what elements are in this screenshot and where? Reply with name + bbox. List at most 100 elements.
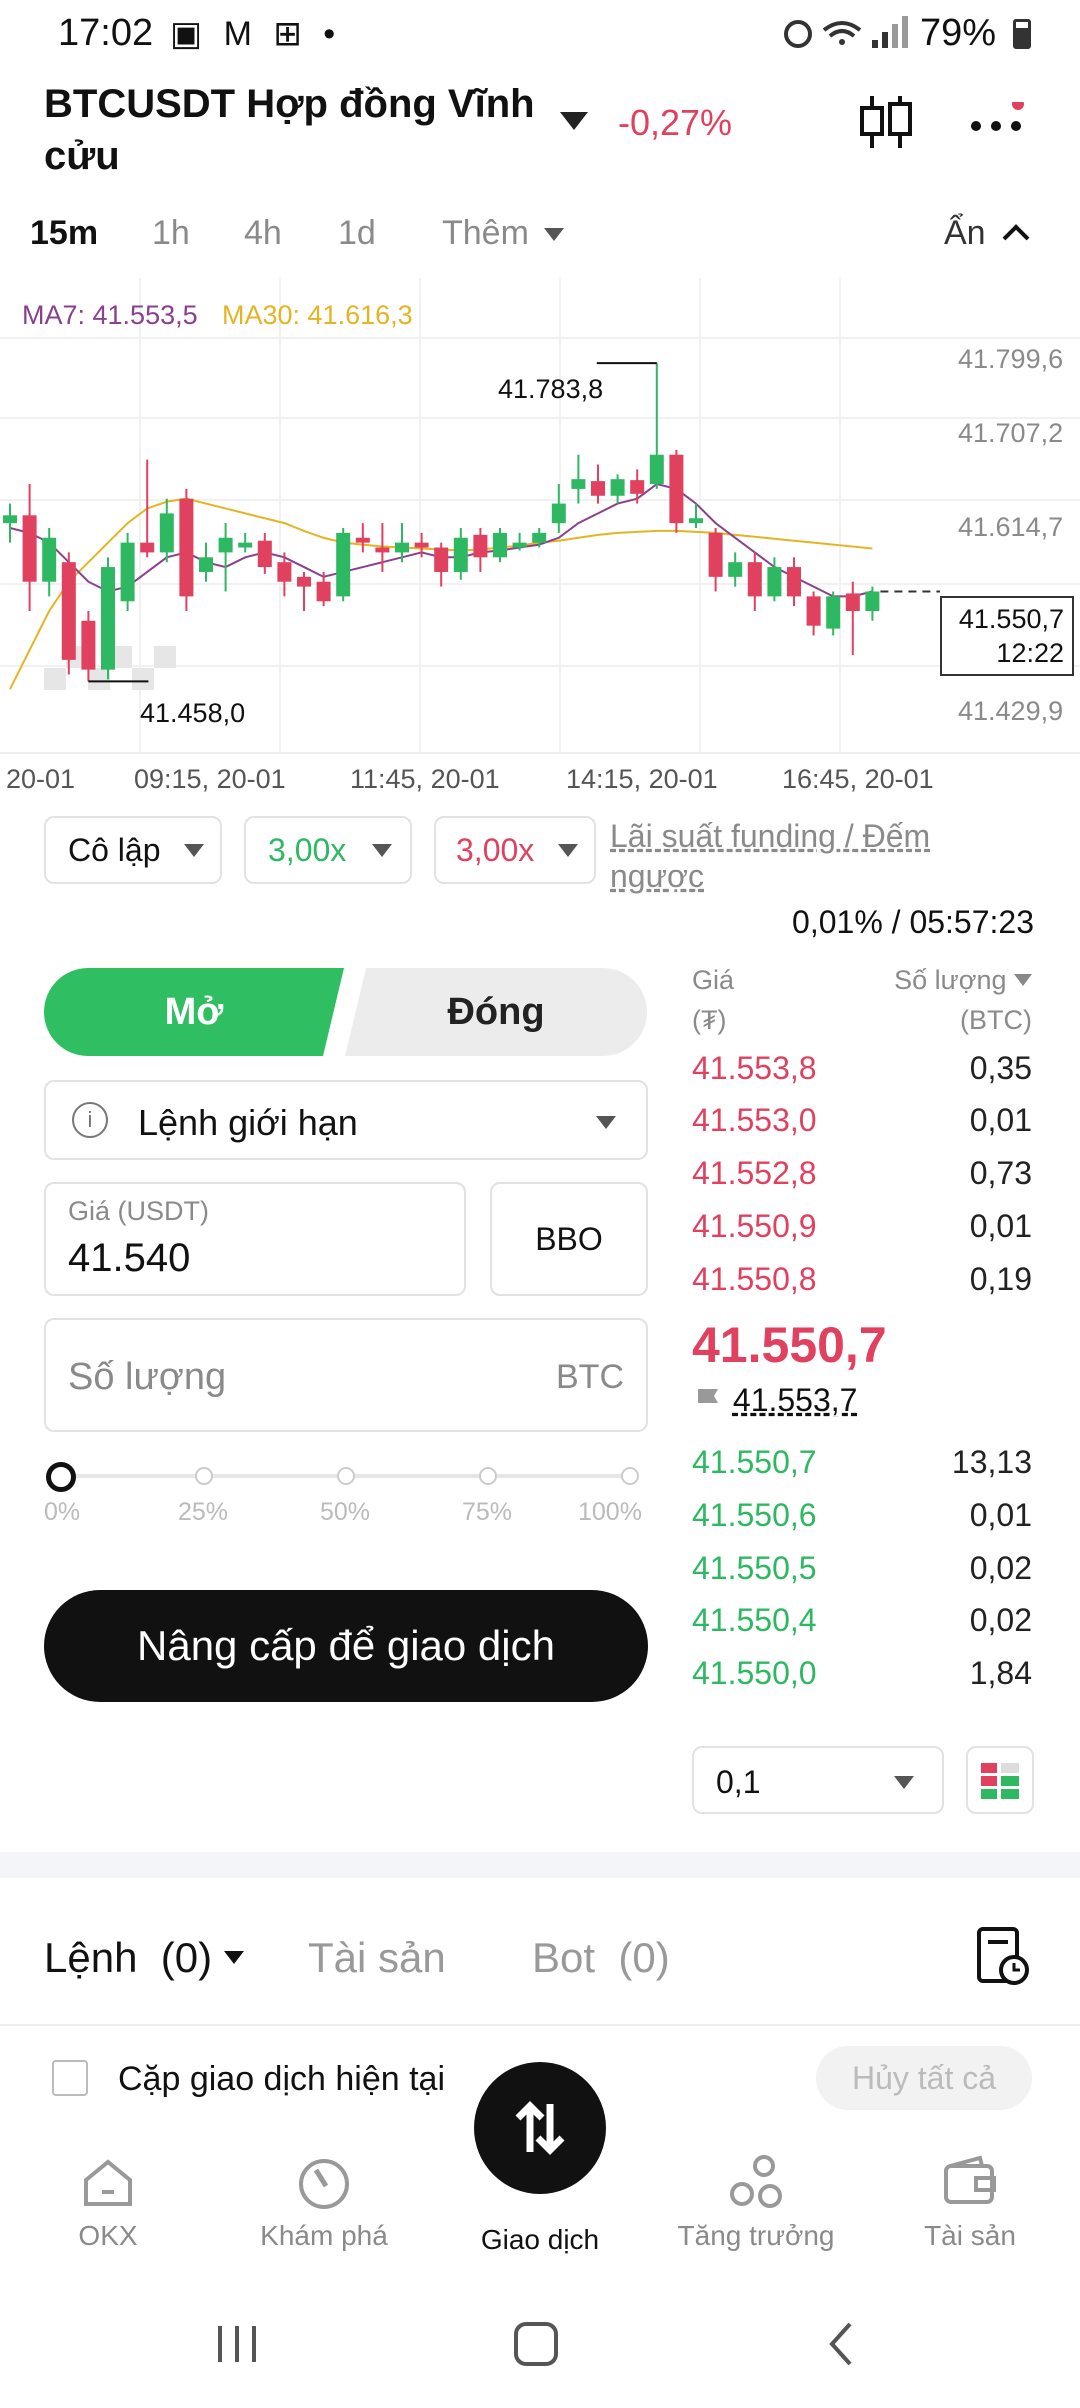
recent-apps-icon[interactable] (214, 2322, 260, 2371)
upgrade-trade-button[interactable]: Nâng cấp để giao dịch (44, 1590, 648, 1702)
system-icons (780, 12, 910, 61)
chevron-down-icon (894, 1776, 914, 1789)
candle-body (591, 481, 605, 496)
funding-rate-link[interactable]: Lãi suất funding / Đếm ngược (610, 816, 1050, 896)
bottom-nav: OKX Khám phá Giao dịch Tăng trưởng Tài s… (0, 2062, 1080, 2286)
slider-tick[interactable] (621, 1467, 639, 1485)
order-type-select[interactable]: i Lệnh giới hạn (44, 1080, 648, 1160)
funding-value: 0,01% / 05:57:23 (792, 904, 1034, 940)
candle-body (767, 567, 782, 597)
x-tick: 16:45, 20-01 (782, 764, 934, 794)
tab-more[interactable]: Thêm (442, 214, 564, 253)
last-price[interactable]: 41.550,7 (692, 1317, 887, 1373)
ask-row[interactable]: 41.553,0 0,01 (692, 1102, 1032, 1142)
ask-row[interactable]: 41.553,8 0,35 (692, 1050, 1032, 1090)
candle-body (826, 596, 841, 629)
candle-body (120, 542, 135, 602)
candle-body (728, 562, 743, 577)
section-divider (0, 1852, 1080, 1878)
bid-row[interactable]: 41.550,0 1,84 (692, 1655, 1032, 1695)
orderbook-layout-button[interactable] (966, 1746, 1034, 1814)
chevron-down-icon[interactable] (560, 112, 588, 130)
current-pair-checkbox[interactable] (52, 2060, 88, 2096)
quantity-slider[interactable]: 0% 25% 50% 75% 100% (44, 1462, 648, 1532)
more-icon[interactable] (966, 98, 1026, 142)
depth-step-select[interactable]: 0,1 (692, 1746, 944, 1814)
nav-explore[interactable]: Khám phá (224, 2116, 424, 2252)
tab-open[interactable]: Mở (44, 968, 344, 1056)
info-icon[interactable]: i (72, 1102, 108, 1138)
tab-4h[interactable]: 4h (244, 214, 282, 252)
candle-body (316, 581, 331, 602)
y-tick: 41.799,6 (958, 344, 1064, 374)
bbo-button[interactable]: BBO (490, 1182, 648, 1296)
candle-body (649, 454, 664, 485)
x-tick: 09:15, 20-01 (134, 764, 286, 794)
nav-label: Tài sản (924, 2220, 1016, 2251)
nav-label: Tăng trưởng (677, 2220, 835, 2251)
price-input[interactable]: Giá (USDT) 41.540 (44, 1182, 466, 1296)
slider-tick[interactable] (195, 1467, 213, 1485)
y-tick: 41.429,9 (958, 696, 1064, 726)
mark-price[interactable]: 41.553,7 (694, 1382, 857, 1419)
tab-orders-count: (0) (160, 1934, 213, 1981)
okx-watermark (44, 646, 176, 690)
ask-row[interactable]: 41.550,9 0,01 (692, 1208, 1032, 1248)
nav-okx[interactable]: OKX (8, 2116, 208, 2252)
chevron-down-icon (223, 1951, 244, 1964)
ask-qty: 0,01 (969, 1102, 1032, 1138)
tab-assets[interactable]: Tài sản (308, 1934, 446, 1981)
order-history-icon[interactable] (976, 1926, 1030, 1988)
candle-body (865, 591, 880, 612)
hide-chart-toggle[interactable]: Ẩn (944, 214, 1031, 253)
candlestick-chart[interactable] (0, 278, 1080, 798)
chevron-down-icon (372, 844, 392, 857)
ask-price: 41.550,9 (692, 1208, 817, 1244)
ma30-legend: MA30: 41.616,3 (222, 300, 413, 330)
candle-body (689, 518, 703, 524)
tab-1d[interactable]: 1d (338, 214, 376, 252)
nav-growth[interactable]: Tăng trưởng (656, 2116, 856, 2252)
ask-row[interactable]: 41.552,8 0,73 (692, 1155, 1032, 1195)
instrument-header: BTCUSDT Hợp đồng Vĩnh cửu -0,27% (0, 72, 1080, 192)
candlestick-icon[interactable] (856, 94, 916, 150)
bid-row[interactable]: 41.550,4 0,02 (692, 1602, 1032, 1642)
ask-row[interactable]: 41.550,8 0,19 (692, 1261, 1032, 1301)
home-button-icon[interactable] (514, 2322, 558, 2366)
flag-icon (698, 1389, 718, 1413)
slider-tick[interactable] (337, 1467, 355, 1485)
hide-label: Ẩn (944, 214, 986, 252)
tab-1h[interactable]: 1h (152, 214, 190, 252)
candle-body (493, 532, 507, 558)
bid-price: 41.550,4 (692, 1602, 817, 1638)
candle-body (610, 479, 625, 496)
price-value[interactable]: 41.540 (68, 1236, 191, 1280)
high-label: 41.783,8 (498, 374, 604, 404)
slider-handle[interactable] (46, 1462, 76, 1492)
leverage-long-select[interactable]: 3,00x (244, 816, 412, 884)
bid-row[interactable]: 41.550,7 13,13 (692, 1444, 1032, 1484)
orderbook-qty-header[interactable]: Số lượng (832, 960, 1032, 1000)
tab-bot[interactable]: Bot (0) (532, 1934, 670, 1982)
notification-icons: ▣ M ⊞ • (170, 15, 342, 53)
wallet-icon (940, 2152, 1000, 2212)
slider-tick[interactable] (479, 1467, 497, 1485)
y-tick: 41.707,2 (958, 418, 1064, 448)
ask-qty: 0,35 (969, 1050, 1032, 1086)
tab-15m[interactable]: 15m (30, 214, 99, 252)
nav-label: Khám phá (260, 2220, 388, 2251)
nav-assets[interactable]: Tài sản (870, 2116, 1070, 2252)
tab-close[interactable]: Đóng (345, 968, 647, 1056)
bid-row[interactable]: 41.550,6 0,01 (692, 1497, 1032, 1537)
tab-orders[interactable]: Lệnh (0) (44, 1934, 244, 1982)
price-chart[interactable]: MA7: 41.553,5 MA30: 41.616,3 41.799,6 41… (0, 278, 1080, 798)
cancel-all-button[interactable]: Hủy tất cả (816, 2046, 1032, 2110)
quantity-input[interactable]: Số lượng BTC (44, 1318, 648, 1432)
current-price-tag: 41.550,7 12:22 (940, 596, 1074, 676)
candle-body (669, 454, 684, 524)
leverage-short-select[interactable]: 3,00x (434, 816, 596, 884)
instrument-title[interactable]: BTCUSDT Hợp đồng Vĩnh cửu (44, 82, 535, 178)
bid-row[interactable]: 41.550,5 0,02 (692, 1550, 1032, 1590)
margin-mode-select[interactable]: Cô lập (44, 816, 222, 884)
back-icon[interactable] (826, 2320, 856, 2373)
